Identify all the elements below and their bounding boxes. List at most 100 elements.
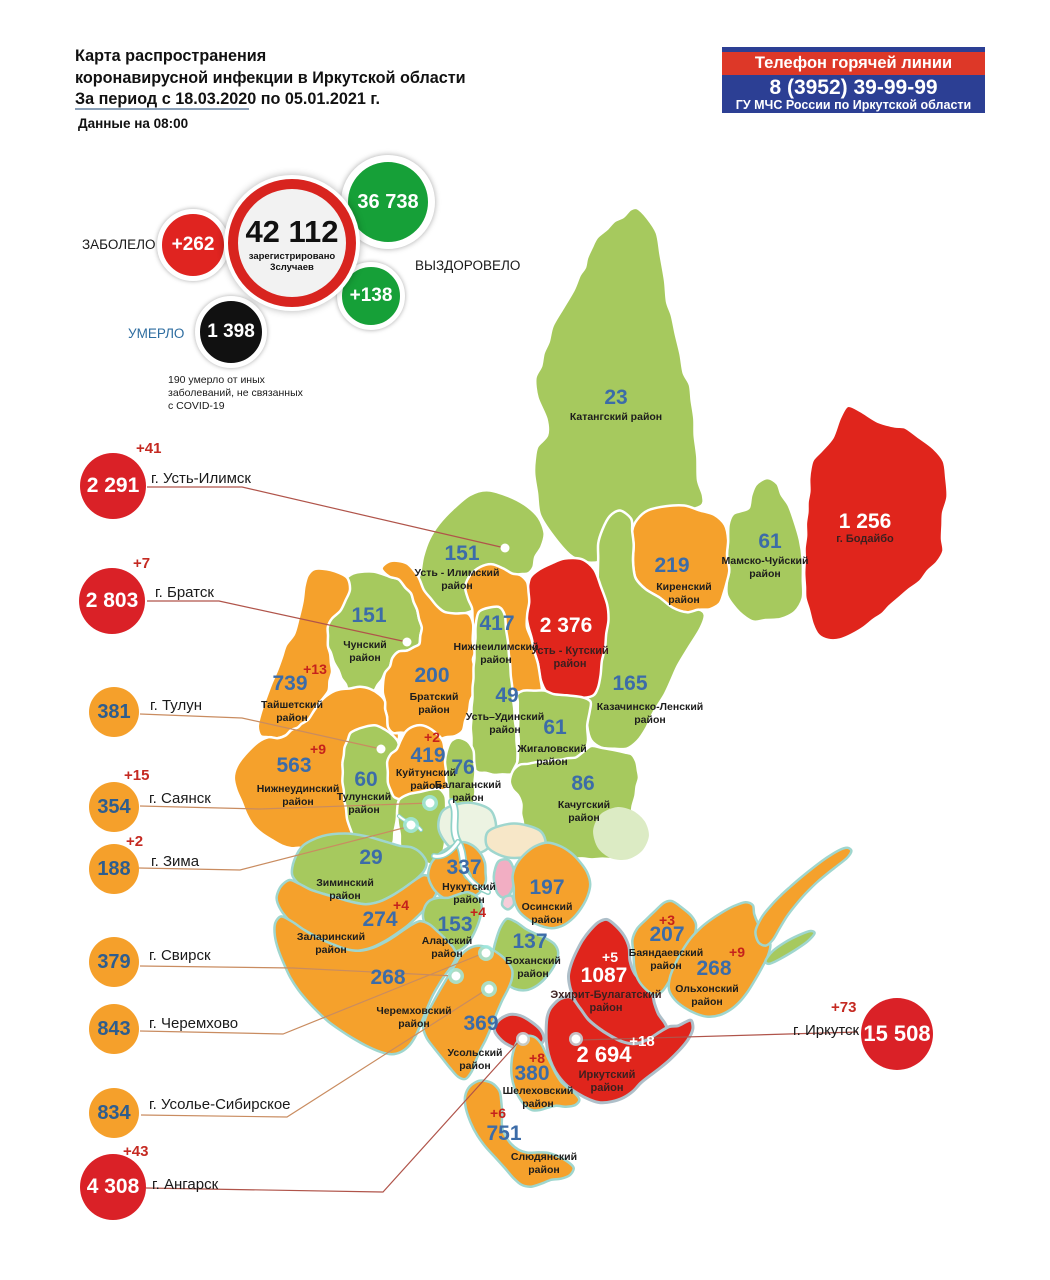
svg-text:район: район (459, 1060, 490, 1072)
svg-text:район: район (591, 1082, 624, 1094)
svg-text:268: 268 (370, 966, 405, 989)
svg-text:Катангский район: Катангский район (570, 411, 662, 423)
svg-text:2 694: 2 694 (576, 1042, 632, 1067)
svg-text:+6: +6 (490, 1105, 506, 1121)
svg-text:+9: +9 (310, 741, 326, 757)
svg-text:Чунский: Чунский (343, 639, 387, 651)
svg-text:+4: +4 (470, 904, 486, 920)
svg-text:район: район (531, 914, 562, 926)
svg-text:Слюдянский: Слюдянский (511, 1151, 577, 1163)
svg-text:район: район (634, 714, 665, 726)
svg-text:район: район (590, 1002, 623, 1014)
svg-text:49: 49 (495, 684, 518, 707)
svg-text:район: район (418, 704, 449, 716)
svg-text:151: 151 (444, 542, 479, 565)
svg-text:район: район (668, 594, 699, 606)
svg-text:район: район (441, 580, 472, 592)
svg-text:Братский: Братский (410, 691, 459, 703)
svg-text:район: район (410, 780, 441, 792)
svg-text:29: 29 (359, 846, 382, 869)
svg-text:23: 23 (604, 386, 627, 409)
svg-text:207: 207 (649, 923, 684, 946)
svg-text:район: район (536, 756, 567, 768)
svg-text:1 256: 1 256 (839, 510, 892, 533)
svg-text:419: 419 (410, 744, 445, 767)
svg-text:Аларский: Аларский (422, 935, 473, 947)
svg-text:Баяндаевский: Баяндаевский (629, 947, 703, 959)
svg-text:район: район (398, 1018, 429, 1030)
svg-text:район: район (568, 812, 599, 824)
svg-text:Тайшетский: Тайшетский (261, 699, 323, 711)
svg-text:Тулунский: Тулунский (337, 791, 391, 803)
svg-text:197: 197 (529, 876, 564, 899)
svg-text:район: район (315, 944, 346, 956)
svg-text:+8: +8 (529, 1050, 545, 1066)
svg-text:Шелеховский: Шелеховский (503, 1085, 574, 1097)
svg-text:Жигаловский: Жигаловский (516, 743, 586, 755)
svg-text:Нукутский: Нукутский (442, 881, 496, 893)
svg-text:268: 268 (696, 957, 731, 980)
svg-text:район: район (348, 804, 379, 816)
svg-text:380: 380 (514, 1062, 549, 1085)
svg-text:район: район (522, 1098, 553, 1110)
svg-text:369: 369 (463, 1012, 498, 1035)
svg-text:153: 153 (437, 913, 472, 936)
svg-text:1087: 1087 (581, 964, 628, 987)
svg-text:137: 137 (512, 930, 547, 953)
svg-text:Нижнеудинский: Нижнеудинский (257, 783, 340, 795)
svg-text:Ольхонский: Ольхонский (675, 983, 739, 995)
svg-text:г. Бодайбо: г. Бодайбо (836, 533, 894, 545)
svg-text:Усть - Илимский: Усть - Илимский (415, 567, 500, 579)
svg-text:739: 739 (272, 672, 307, 695)
svg-text:751: 751 (486, 1122, 521, 1145)
svg-text:Боханский: Боханский (505, 955, 561, 967)
svg-text:Заларинский: Заларинский (297, 931, 365, 943)
svg-text:Осинский: Осинский (522, 901, 573, 913)
svg-text:район: район (452, 792, 483, 804)
svg-text:Качугский: Качугский (558, 799, 610, 811)
svg-text:563: 563 (276, 754, 311, 777)
svg-text:Зиминский: Зиминский (316, 877, 374, 889)
svg-text:район: район (329, 890, 360, 902)
svg-text:район: район (453, 894, 484, 906)
svg-text:+3: +3 (659, 912, 675, 928)
svg-text:86: 86 (571, 772, 594, 795)
svg-text:Усольский: Усольский (448, 1047, 503, 1059)
svg-text:Балаганский: Балаганский (435, 779, 501, 791)
svg-text:район: район (489, 724, 520, 736)
svg-text:район: район (431, 948, 462, 960)
svg-text:Черемховский: Черемховский (376, 1005, 451, 1017)
svg-text:Куйтунский: Куйтунский (396, 767, 456, 779)
svg-text:+5: +5 (602, 949, 618, 965)
svg-text:район: район (749, 568, 780, 580)
svg-text:Иркутский: Иркутский (579, 1069, 636, 1081)
svg-text:район: район (517, 968, 548, 980)
svg-text:район: район (349, 652, 380, 664)
svg-text:Эхирит-Булагатский: Эхирит-Булагатский (550, 989, 661, 1001)
svg-text:Усть–Удинский: Усть–Удинский (466, 711, 544, 723)
svg-text:60: 60 (354, 768, 377, 791)
svg-text:район: район (554, 658, 587, 670)
svg-text:Усть - Кутский: Усть - Кутский (531, 645, 609, 657)
svg-text:165: 165 (612, 672, 647, 695)
svg-text:Нижнеилимский: Нижнеилимский (454, 641, 539, 653)
svg-text:+4: +4 (393, 897, 409, 913)
svg-text:район: район (480, 654, 511, 666)
svg-text:+9: +9 (729, 944, 745, 960)
svg-text:Киренский: Киренский (656, 581, 711, 593)
svg-text:417: 417 (479, 612, 514, 635)
svg-text:район: район (650, 960, 681, 972)
svg-text:200: 200 (414, 664, 449, 687)
svg-text:район: район (276, 712, 307, 724)
svg-text:219: 219 (654, 554, 689, 577)
svg-text:274: 274 (362, 908, 397, 931)
svg-text:Мамско-Чуйский: Мамско-Чуйский (722, 555, 809, 567)
svg-text:район: район (282, 796, 313, 808)
svg-text:Казачинско-Ленский: Казачинско-Ленский (597, 701, 703, 713)
svg-text:61: 61 (758, 530, 782, 553)
svg-text:+18: +18 (629, 1033, 654, 1050)
svg-text:+2: +2 (424, 729, 440, 745)
svg-text:151: 151 (351, 604, 386, 627)
svg-text:2 376: 2 376 (540, 614, 593, 637)
svg-text:+13: +13 (303, 661, 327, 677)
